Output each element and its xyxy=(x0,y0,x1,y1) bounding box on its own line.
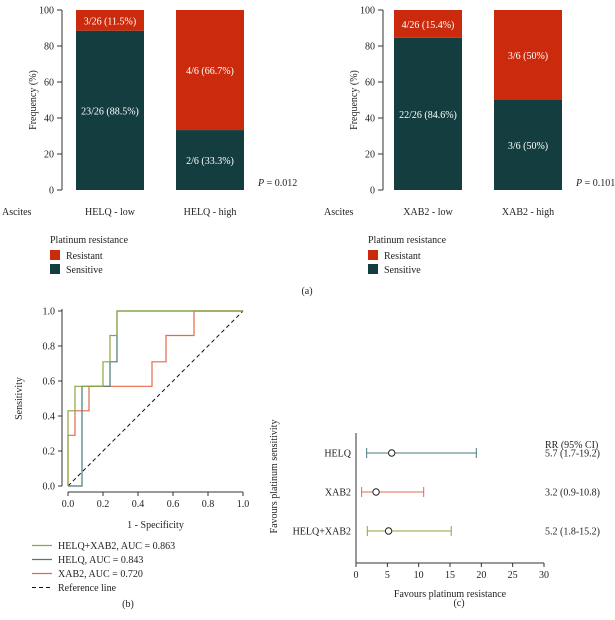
x-tick-label: 0.2 xyxy=(97,499,110,510)
reference-line xyxy=(67,310,244,487)
y-axis-label: Favours platinum sensitivity xyxy=(269,420,280,534)
rr-value-helq-xab2: 5.2 (1.8-15.2) xyxy=(545,527,600,538)
y-tick-label: 80 xyxy=(365,42,375,53)
y-tick-label: 40 xyxy=(44,114,54,125)
bar-label-resistant-1: 4/6 (66.7%) xyxy=(186,66,234,77)
y-tick-label: 0.6 xyxy=(43,377,56,388)
y-tick-label: 60 xyxy=(44,78,54,89)
x-category-label-1: HELQ - high xyxy=(184,207,237,218)
x-tick-label: 0.6 xyxy=(167,499,180,510)
rr-value-helq: 5.7 (1.7-19.2) xyxy=(545,449,600,460)
y-tick-label: 0.2 xyxy=(43,447,56,458)
x-tick-label: 1.0 xyxy=(237,499,250,510)
bar-sensitive-0 xyxy=(394,37,462,190)
roc-curve-xab2 xyxy=(67,310,243,486)
legend-swatch-sensitive xyxy=(368,264,378,274)
y-tick-label: 100 xyxy=(39,6,54,17)
panel-label-b: (b) xyxy=(122,599,134,610)
x-category-label-1: XAB2 - high xyxy=(502,207,554,218)
bar-label-sensitive-0: 22/26 (84.6%) xyxy=(399,110,457,121)
x-axis-label: 1 - Specificity xyxy=(127,520,184,531)
panel-label-a: (a) xyxy=(301,286,312,297)
y-tick-label: 80 xyxy=(44,42,54,53)
rr-header: RR (95% CI) xyxy=(545,440,598,451)
roc-chart: 0.0 0.2 0.4 0.6 0.8 1.0 0.0 0.2 0.4 0.6 0.8 1.0 1 - … xyxy=(14,307,249,595)
bar-sensitive-1 xyxy=(176,130,244,190)
y-tick-label: 0.4 xyxy=(43,412,56,423)
x-category-label-0: XAB2 - low xyxy=(403,207,453,218)
x-tick-label: 0.4 xyxy=(132,499,145,510)
bar-label-resistant-0: 3/26 (11.5%) xyxy=(84,16,136,27)
legend-title: Platinum resistance xyxy=(368,235,447,246)
y-axis-label: Frequency (%) xyxy=(28,70,39,130)
x-tick-label: 0.8 xyxy=(202,499,215,510)
x-tick-label: 0 xyxy=(354,570,359,581)
legend-label-sensitive: Sensitive xyxy=(66,265,103,276)
y-tick-label: 0 xyxy=(49,186,54,197)
rr-point-xab2 xyxy=(372,488,380,496)
x-tick-label: 25 xyxy=(508,570,518,581)
legend-label-helq-xab2: HELQ+XAB2, AUC = 0.863 xyxy=(58,541,175,552)
y-axis-label: Sensitivity xyxy=(14,377,25,420)
x-tick-label: 5 xyxy=(385,570,390,581)
p-value-label: P = 0.012 xyxy=(257,178,297,189)
x-category-label-0: HELQ - low xyxy=(85,207,136,218)
y-tick-label: 0.0 xyxy=(43,482,56,493)
roc-curve-helq-xab2 xyxy=(67,310,243,486)
row-label-xab2: XAB2 xyxy=(325,488,351,499)
legend-label-xab2: XAB2, AUC = 0.720 xyxy=(58,569,143,580)
x-tick-label: 20 xyxy=(476,570,486,581)
legend-label-resistant: Resistant xyxy=(384,251,421,262)
bar-sensitive-1 xyxy=(494,100,562,190)
bar-label-sensitive-1: 3/6 (50%) xyxy=(508,141,548,152)
rr-value-xab2: 3.2 (0.9-10.8) xyxy=(545,488,600,499)
x-axis-label: Favours platinum resistance xyxy=(394,589,507,600)
legend-swatch-sensitive xyxy=(50,264,60,274)
row-label-helq: HELQ xyxy=(324,449,351,460)
panel-label-c: (c) xyxy=(453,598,464,609)
rr-point-helq xyxy=(388,449,396,457)
legend-label-sensitive: Sensitive xyxy=(384,265,421,276)
legend-swatch-resistant xyxy=(368,250,378,260)
bar-resistant-0 xyxy=(76,10,144,31)
x-tick-label: 15 xyxy=(445,570,455,581)
legend-label-resistant: Resistant xyxy=(66,251,103,262)
y-tick-label: 1.0 xyxy=(43,307,56,318)
bar-label-resistant-0: 4/26 (15.4%) xyxy=(402,20,455,31)
legend-swatch-resistant xyxy=(50,250,60,260)
p-value-label: P = 0.101 xyxy=(575,178,615,189)
y-axis-label: Frequency (%) xyxy=(349,70,360,130)
bar-label-sensitive-0: 23/26 (88.5%) xyxy=(81,106,139,117)
bar-resistant-1 xyxy=(176,10,244,131)
legend-label-reference: Reference line xyxy=(58,583,117,594)
y-tick-label: 40 xyxy=(365,114,375,125)
bar-resistant-0 xyxy=(394,10,462,38)
bar-resistant-1 xyxy=(494,10,562,100)
y-tick-label: 60 xyxy=(365,78,375,89)
y-tick-label: 20 xyxy=(365,150,375,161)
legend-label-helq: HELQ, AUC = 0.843 xyxy=(58,555,143,566)
y-tick-label: 0 xyxy=(370,186,375,197)
x-tick-label: 0.0 xyxy=(62,499,75,510)
rr-point-helq-xab2 xyxy=(384,527,393,535)
x-tick-label: 10 xyxy=(414,570,424,581)
y-tick-label: 20 xyxy=(44,150,54,161)
y-tick-label: 100 xyxy=(360,6,375,17)
axis-prefix-label: Ascites xyxy=(2,207,32,218)
axis-prefix-label: Ascites xyxy=(324,207,354,218)
xab2-bar-chart: 0 20 40 60 80 100 Frequency (%) 22/26 (84.6%) 4/… xyxy=(324,6,615,277)
legend-title: Platinum resistance xyxy=(50,235,129,246)
forest-plot: 0 5 10 15 20 25 30 Favours platinum resistance F… xyxy=(269,420,600,600)
x-tick-label: 30 xyxy=(539,570,549,581)
bar-sensitive-0 xyxy=(76,30,144,191)
helq-bar-chart: 0 20 40 60 80 100 Frequency (%) 23/26 (88.5%) 3/… xyxy=(2,6,297,277)
bar-label-sensitive-1: 2/6 (33.3%) xyxy=(186,156,234,167)
bar-label-resistant-1: 3/6 (50%) xyxy=(508,51,548,62)
row-label-helq-xab2: HELQ+XAB2 xyxy=(293,527,351,538)
y-tick-label: 0.8 xyxy=(43,342,56,353)
